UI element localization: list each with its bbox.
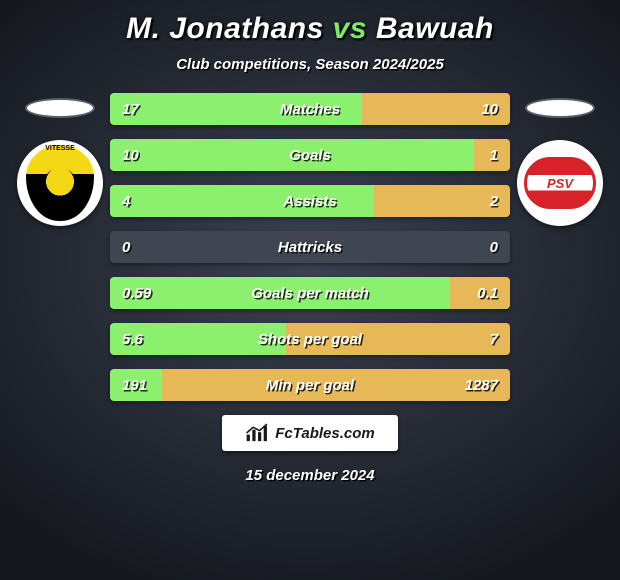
stat-row: 0.590.1Goals per match [110,277,510,309]
player2-name: Bawuah [376,12,494,45]
stat-label: Assists [110,185,510,217]
brand-chart-icon [245,422,271,444]
stat-row: 1710Matches [110,93,510,125]
stats-section: VITESSE PSV 1710Matches 101Goals 42Assists… [0,93,620,401]
comparison-card: M. Jonathans vs Bawuah Club competitions… [0,0,620,580]
stat-row: 42Assists [110,185,510,217]
stat-label: Goals [110,139,510,171]
player2-flag [525,98,595,118]
player1-name: M. Jonathans [126,12,324,45]
page-title: M. Jonathans vs Bawuah [0,12,620,46]
player1-flag [25,98,95,118]
player1-crest: VITESSE [17,140,103,226]
stat-label: Goals per match [110,277,510,309]
stat-row: 00Hattricks [110,231,510,263]
vitesse-logo: VITESSE [26,145,94,221]
player2-badge: PSV [510,98,610,226]
stat-label: Matches [110,93,510,125]
stat-label: Hattricks [110,231,510,263]
date-text: 15 december 2024 [0,467,620,484]
player1-badge: VITESSE [10,98,110,226]
stat-bars: 1710Matches 101Goals 42Assists 00Hattricks 0… [110,93,510,401]
stat-row: 1911287Min per goal [110,369,510,401]
brand-badge[interactable]: FcTables.com [222,415,398,451]
stat-row: 101Goals [110,139,510,171]
brand-text: FcTables.com [275,425,374,442]
psv-logo: PSV [524,157,596,209]
player2-crest: PSV [517,140,603,226]
stat-label: Shots per goal [110,323,510,355]
subtitle: Club competitions, Season 2024/2025 [0,56,620,73]
stat-label: Min per goal [110,369,510,401]
stat-row: 5.67Shots per goal [110,323,510,355]
psv-logo-text: PSV [547,176,573,191]
vs-text: vs [333,12,367,45]
vitesse-logo-text: VITESSE [45,145,75,152]
